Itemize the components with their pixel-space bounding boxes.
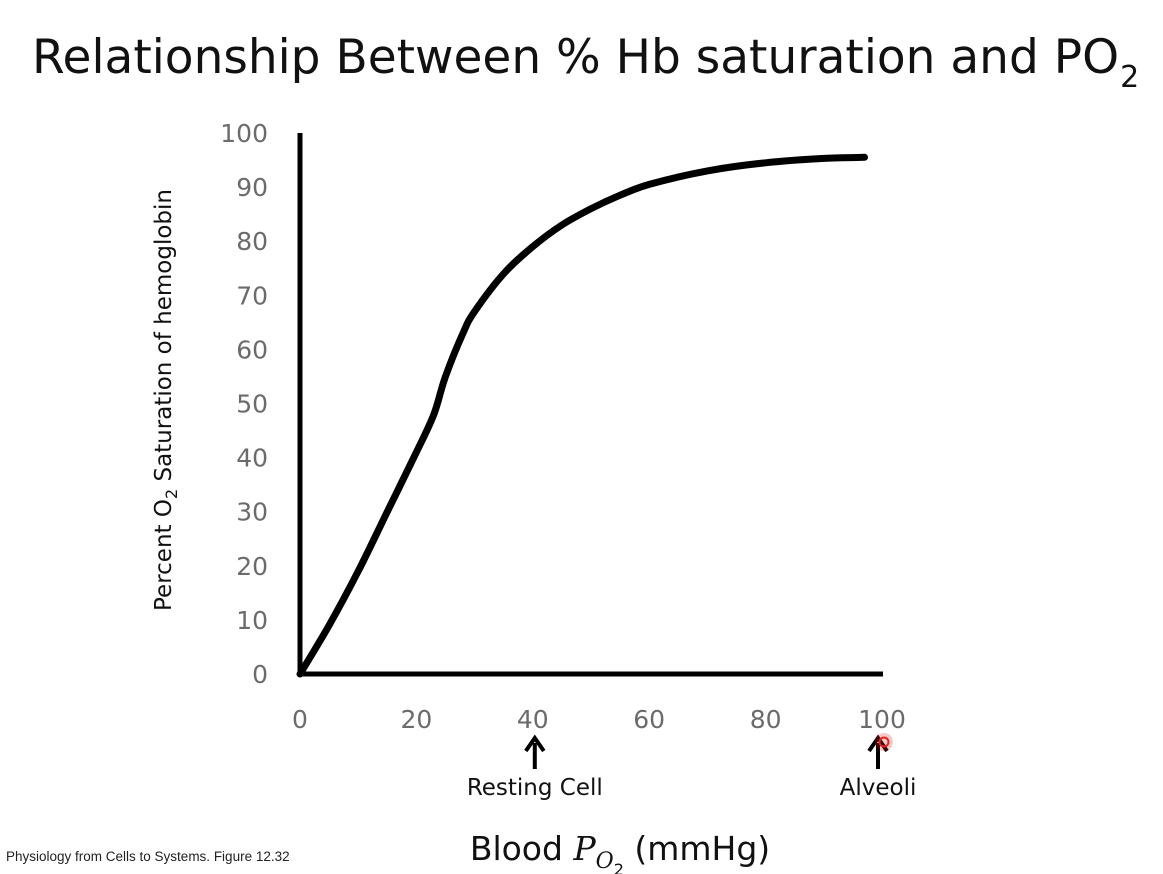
- x-axis-label-italic: P: [572, 829, 596, 868]
- slide-title-main: Relationship Between % Hb saturation and…: [32, 30, 1120, 85]
- x-axis-label-main: Blood: [470, 829, 574, 868]
- slide-title: Relationship Between % Hb saturation and…: [32, 30, 1139, 95]
- y-axis-label-sub: 2: [162, 489, 181, 499]
- x-tick-label: 100: [858, 705, 906, 734]
- y-tick-label: 30: [236, 498, 268, 527]
- x-axis-label-unit: (mmHg): [624, 829, 770, 868]
- y-tick-label: 60: [236, 335, 268, 364]
- up-arrow-icon: [524, 734, 546, 769]
- y-tick-label: 10: [236, 606, 268, 635]
- annotations: Resting Cell Alveoli: [467, 734, 917, 801]
- y-tick-label: 50: [236, 390, 268, 419]
- svg-text:Percent O2 Saturation of hemog: Percent O2 Saturation of hemoglobin: [151, 189, 181, 611]
- y-axis-label-post: Saturation of hemoglobin: [151, 189, 177, 489]
- x-axis-label: Blood PO2 (mmHg): [470, 829, 770, 874]
- annotation-alveoli: Alveoli: [840, 734, 917, 801]
- source-citation: Physiology from Cells to Systems. Figure…: [6, 849, 290, 864]
- x-tick-label: 40: [517, 705, 549, 734]
- y-tick-label: 90: [236, 173, 268, 202]
- hb-saturation-curve: [296, 153, 868, 678]
- y-axis-label: Percent O2 Saturation of hemoglobin: [151, 189, 181, 611]
- annotation-resting-cell: Resting Cell: [467, 734, 603, 801]
- y-tick-label: 80: [236, 227, 268, 256]
- x-tick-labels: 0 20 40 60 80 100: [292, 705, 906, 734]
- pointer-cursor-icon: [875, 733, 893, 751]
- y-axis-label-pre: Percent O: [151, 499, 177, 611]
- y-tick-label: 0: [252, 660, 268, 689]
- svg-text:Blood PO2 (mmHg): Blood PO2 (mmHg): [470, 829, 770, 874]
- x-tick-label: 0: [292, 705, 308, 734]
- annotation-label: Resting Cell: [467, 775, 603, 801]
- x-axis-label-subsub: 2: [614, 860, 624, 874]
- x-tick-label: 20: [400, 705, 432, 734]
- x-axis-label-sub: O: [596, 849, 614, 874]
- x-tick-label: 80: [750, 705, 782, 734]
- y-tick-label: 70: [236, 281, 268, 310]
- y-tick-label: 20: [236, 552, 268, 581]
- x-tick-label: 60: [633, 705, 665, 734]
- y-tick-label: 40: [236, 444, 268, 473]
- y-tick-labels: 0 10 20 30 40 50 60 70 80 90 100: [220, 119, 268, 689]
- slide-title-subscript: 2: [1120, 60, 1140, 95]
- y-tick-label: 100: [220, 119, 268, 148]
- annotation-label: Alveoli: [840, 775, 917, 801]
